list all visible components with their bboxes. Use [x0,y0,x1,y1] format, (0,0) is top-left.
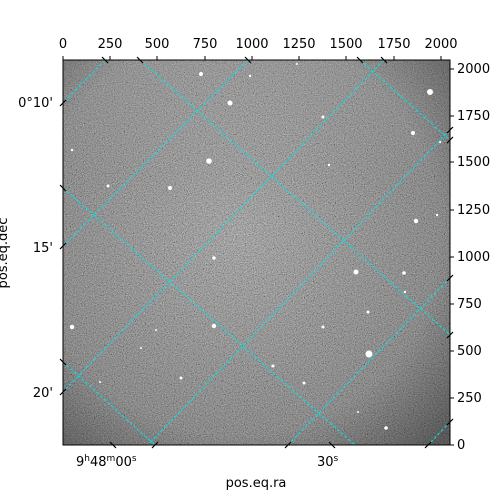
grid-line [63,60,249,247]
star [206,158,212,164]
star [212,256,216,260]
plot-frame [62,59,451,446]
top-tick-label: 0 [59,37,67,52]
left-tick-label: 0°10' [18,96,53,111]
star [365,350,373,358]
top-tick-labels: 0 250 500 750 1000 1250 1500 1750 2000 [59,37,458,52]
star [99,381,101,383]
star [155,329,157,331]
star [271,364,275,368]
right-tick-label: 2000 [457,62,490,77]
star [402,271,406,275]
stars [69,63,442,430]
sky-image [63,60,450,445]
right-ticks [450,68,454,446]
star [357,411,359,413]
star [384,426,388,430]
bottom-tick-labels: 9h48m00s 30s [76,454,339,470]
right-tick-labels: 0 250 500 750 1000 1250 1500 1750 2000 [457,62,490,453]
bottom-tick-label-ra-second: 30s [317,454,339,470]
bottom-tick-label-ra-first: 9h48m00s [76,454,137,470]
right-tick-label: 1500 [457,155,490,170]
star [435,213,439,217]
star [321,115,325,119]
star [296,63,298,65]
star [302,381,306,385]
star [427,89,433,95]
star [366,310,370,314]
grid-line [359,60,450,141]
right-tick-label: 0 [457,438,465,453]
top-tick-label: 750 [193,37,218,52]
grid-line [63,60,106,104]
grid-line [139,60,450,336]
star [248,74,252,78]
right-tick-label: 250 [457,391,482,406]
star [411,131,415,135]
right-tick-label: 500 [457,344,482,359]
left-tick-label: 15' [33,241,53,256]
coordinate-grid [63,60,450,445]
right-tick-label: 750 [457,297,482,312]
top-tick-label: 1500 [329,37,362,52]
top-tick-label: 500 [145,37,170,52]
grid-line [147,129,450,445]
right-tick-label: 1000 [457,250,490,265]
star [321,325,325,329]
star [70,148,74,152]
grid-line [63,60,385,393]
star [168,186,172,190]
left-tick-label: 20' [33,386,53,401]
star [179,376,183,380]
left-tick-labels: 0°10' 15' 20' [18,96,53,401]
star [140,347,142,349]
top-tick-label: 1750 [377,37,410,52]
grid-line [63,361,156,445]
grid-line [427,421,450,445]
star [327,163,331,167]
right-tick-label: 1250 [457,203,490,218]
star [353,269,359,275]
top-ticks [62,56,442,60]
top-tick-label: 250 [98,37,123,52]
star [403,290,407,294]
star [106,184,110,188]
top-tick-label: 1000 [235,37,268,52]
star [413,218,419,224]
top-tick-label: 1250 [282,37,315,52]
right-tick-label: 1750 [457,109,490,124]
wcs-ticks [59,56,454,449]
x-axis-label: pos.eq.ra [226,476,287,491]
star [227,100,233,106]
top-tick-label: 2000 [424,37,457,52]
y-axis-label: pos.eq.dec [0,218,11,289]
grid-line [287,277,450,445]
star [211,323,217,329]
star [199,72,203,76]
star [69,324,75,330]
